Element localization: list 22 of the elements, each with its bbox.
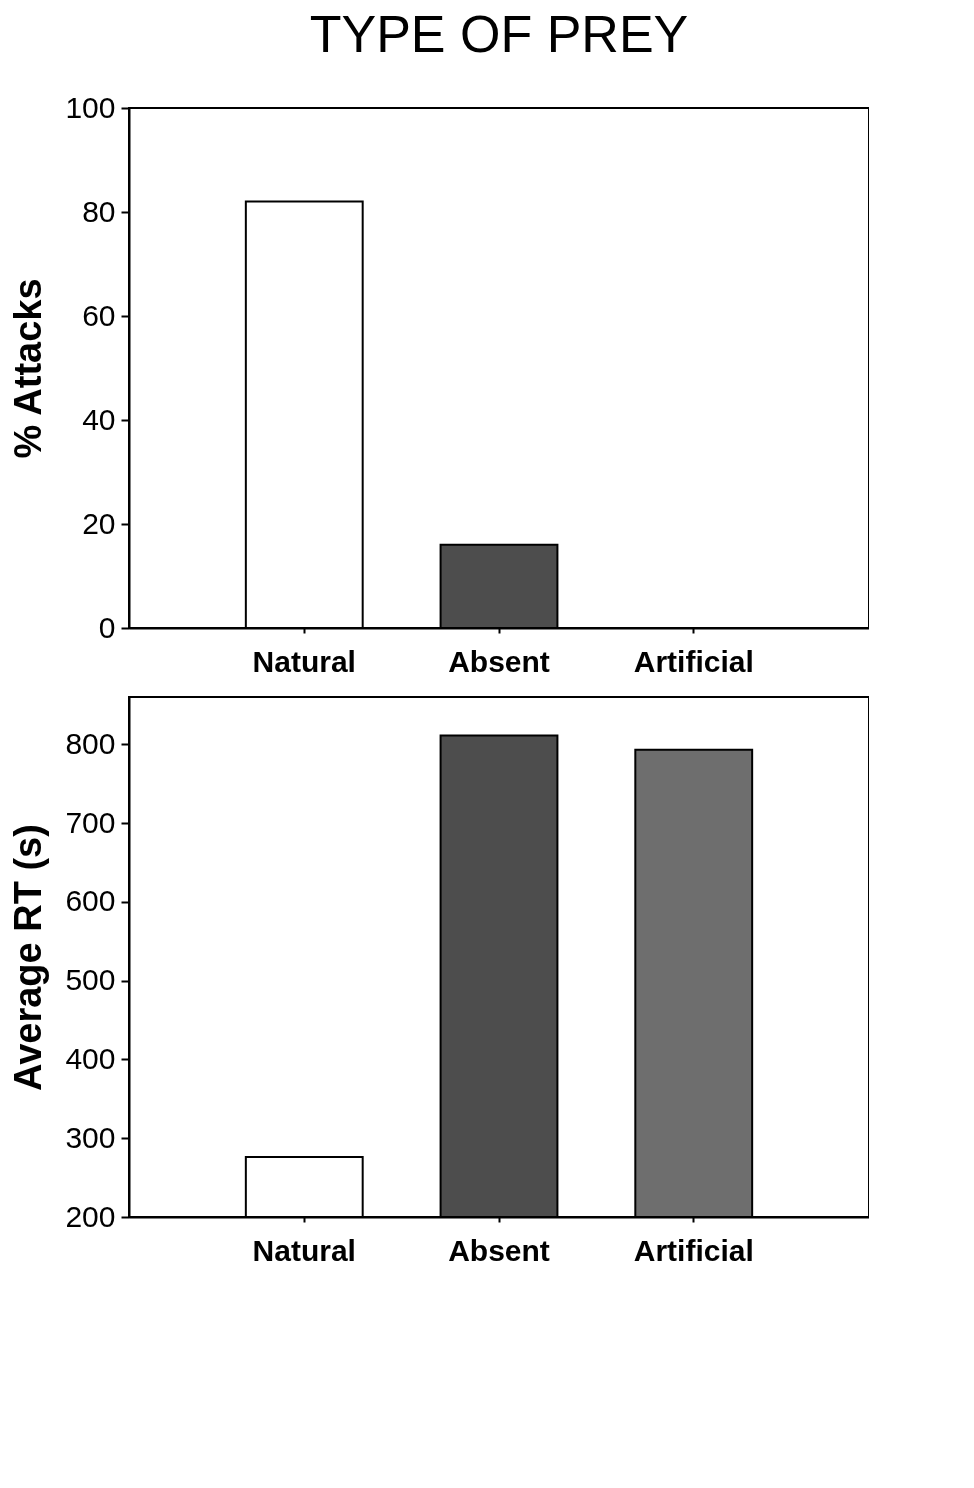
y-tick-label: 40	[82, 402, 116, 436]
y-axis-title: Average RT (s)	[7, 824, 50, 1091]
y-axis-title: % Attacks	[7, 278, 50, 459]
y-tick-label: 100	[65, 90, 116, 124]
y-tick-label: 600	[65, 884, 116, 918]
x-tick-label: Natural	[252, 1233, 356, 1267]
y-tick-label: 700	[65, 805, 116, 839]
y-tick-label: 200	[65, 1199, 116, 1233]
y-tick-label: 20	[82, 506, 116, 540]
y-tick-label: 80	[82, 194, 116, 228]
y-tick-label: 500	[65, 963, 116, 997]
x-tick-label: Absent	[448, 644, 550, 678]
y-tick-label: 300	[65, 1120, 116, 1154]
chart-title: TYPE OF PREY	[309, 5, 689, 63]
y-tick-label: 400	[65, 1041, 116, 1075]
x-tick-label: Absent	[448, 1233, 550, 1267]
x-tick-label: Artificial	[633, 644, 754, 678]
y-tick-label: 60	[82, 298, 116, 332]
x-tick-label: Artificial	[633, 1233, 754, 1267]
y-tick-label: 800	[65, 726, 116, 760]
x-tick-label: Natural	[252, 644, 356, 678]
y-tick-label: 0	[98, 610, 116, 644]
